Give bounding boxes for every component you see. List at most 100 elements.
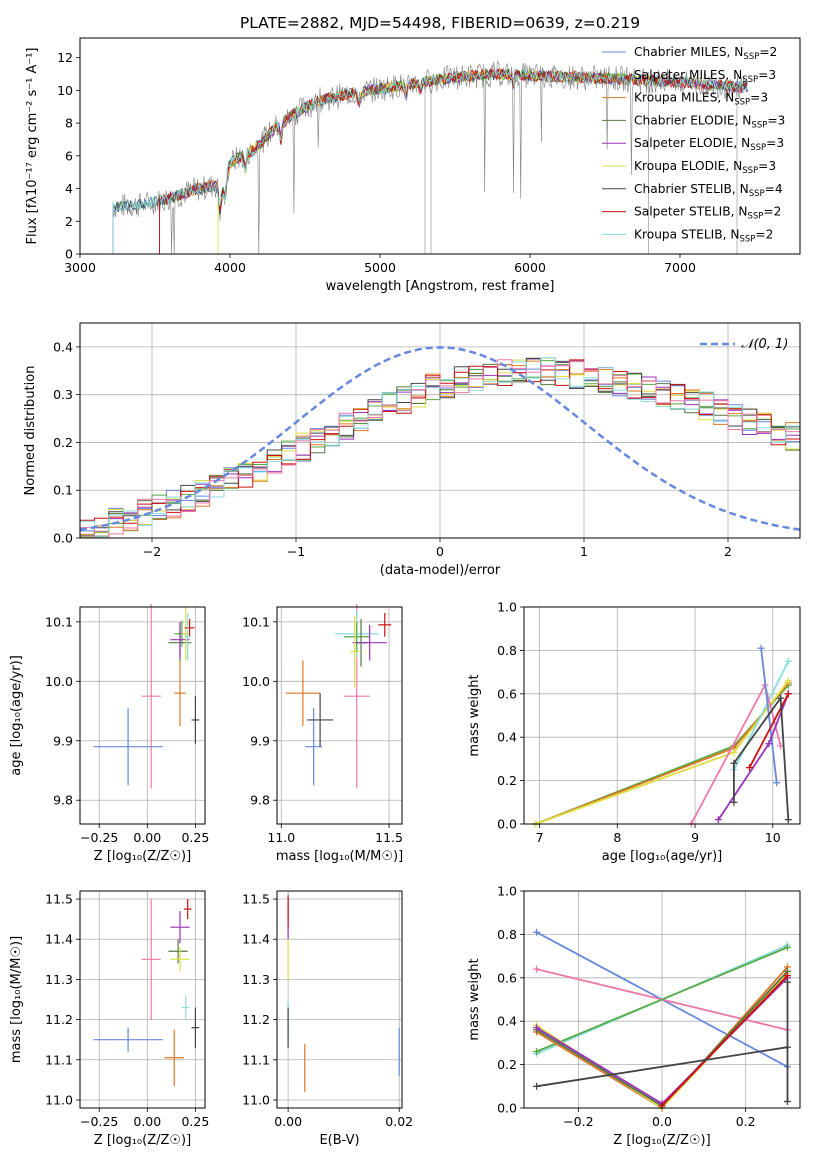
y-tick-label: 0.1: [53, 483, 73, 498]
y-tick-label: 10.1: [242, 614, 270, 629]
y-tick-label: 9.8: [250, 793, 270, 808]
x-axis-label: mass [log₁₀(M/M☉)]: [276, 849, 403, 864]
normal-curve: [79, 346, 801, 531]
y-axis-label: age [log₁₀(age/yr)]: [9, 655, 24, 776]
x-tick-label: 8: [613, 830, 621, 845]
x-tick-label: 7: [536, 830, 544, 845]
x-axis-label: E(B-V): [319, 1133, 359, 1148]
mass-weight-vs-metallicity-panel: −0.2 0.0 0.2 0.0 0.2 0.4 0.6 0.8 1.0 Z [log₁₀(Z/Z…: [467, 884, 801, 1148]
legend-entry: Salpeter ELODIE, NSSP=3: [634, 136, 784, 153]
x-tick-label: 0.25: [181, 830, 209, 845]
x-tick-label: 7000: [664, 260, 696, 275]
legend-entry: 𝒩(0, 1): [741, 337, 788, 352]
x-tick-label: 0.00: [274, 1114, 302, 1129]
y-axis-label: mass weight: [467, 674, 482, 756]
y-tick-label: 10.0: [45, 674, 73, 689]
mass-vs-ebv-panel: 0.00 0.02 11.0 11.1 11.2 11.3 11.4 11.5 E(B-V): [242, 890, 413, 1148]
y-tick-label: 11.1: [242, 1052, 270, 1067]
weight-line: [661, 974, 789, 1107]
x-tick-label: 0.00: [133, 830, 161, 845]
x-axis-label: Z [log₁₀(Z/Z☉)]: [94, 1133, 191, 1148]
y-tick-label: 0.8: [497, 927, 517, 942]
y-tick-label: 0.4: [53, 339, 73, 354]
x-tick-label: 5000: [364, 260, 396, 275]
x-tick-label: 1: [580, 544, 588, 559]
y-tick-label: 0.2: [53, 435, 73, 450]
y-axis-label: mass [log₁₀(M/M☉)]: [9, 936, 24, 1063]
y-tick-label: 0.8: [497, 643, 517, 658]
weight-line: [536, 982, 789, 1102]
x-tick-label: 0.00: [133, 1114, 161, 1129]
y-tick-label: 9.8: [53, 793, 73, 808]
x-tick-label: 10: [765, 830, 781, 845]
x-axis-label: wavelength [Angstrom, rest frame]: [326, 279, 555, 294]
y-tick-label: 11.4: [45, 932, 73, 947]
y-tick-label: 9.9: [250, 733, 270, 748]
model-spectrum-line: [112, 68, 748, 254]
y-tick-label: 0.2: [497, 773, 517, 788]
x-tick-label: 11.0: [267, 830, 295, 845]
age-vs-metallicity-panel: −0.25 0.00 0.25 9.8 9.9 10.0 10.1 Z [log₁₀(Z/Z☉…: [9, 604, 209, 864]
x-tick-label: 6000: [514, 260, 546, 275]
y-axis-label: mass weight: [467, 958, 482, 1040]
weight-line: [536, 946, 788, 1053]
axes-frame: [79, 606, 206, 825]
y-tick-label: 8: [65, 116, 73, 131]
x-tick-label: 0.02: [385, 1114, 413, 1129]
x-tick-label: −0.25: [80, 1114, 118, 1129]
x-tick-label: −2: [143, 544, 161, 559]
y-tick-label: 0.6: [497, 686, 517, 701]
axes-frame: [79, 322, 801, 539]
axes-frame: [79, 890, 206, 1109]
x-axis-label: (data-model)/error: [380, 563, 501, 578]
y-tick-label: 1.0: [497, 884, 517, 899]
histogram-step: [80, 359, 800, 538]
x-tick-label: 11.5: [375, 830, 403, 845]
legend-entry: Salpeter STELIB, NSSP=2: [634, 205, 781, 222]
legend-entry: Chabrier MILES, NSSP=2: [634, 45, 777, 62]
histogram-step: [80, 357, 800, 538]
y-tick-label: 9.9: [53, 733, 73, 748]
y-tick-label: 0.0: [497, 1101, 517, 1116]
x-axis-label: Z [log₁₀(Z/Z☉)]: [613, 1133, 710, 1148]
y-tick-label: 11.3: [45, 972, 73, 987]
x-axis-label: age [log₁₀(age/yr)]: [602, 849, 723, 864]
legend-entry: Kroupa STELIB, NSSP=2: [634, 227, 773, 244]
y-axis-label: Normed distribution: [23, 366, 38, 496]
y-tick-label: 4: [65, 181, 73, 196]
y-tick-label: 6: [65, 148, 73, 163]
histogram-step: [80, 358, 800, 538]
legend-entry: Chabrier STELIB, NSSP=4: [634, 182, 783, 199]
y-tick-label: 12: [57, 50, 73, 65]
y-tick-label: 0.0: [497, 817, 517, 832]
x-axis-label: Z [log₁₀(Z/Z☉)]: [94, 849, 191, 864]
x-tick-label: 0.2: [736, 1114, 756, 1129]
y-tick-label: 0: [65, 247, 73, 262]
weight-line: [733, 695, 790, 820]
x-tick-label: 0: [436, 544, 444, 559]
spectrum-panel: 3000 4000 5000 6000 7000 0 2 4 6 8 10 12 wavelength …: [25, 37, 801, 294]
y-tick-label: 11.5: [242, 892, 270, 907]
axes-frame: [276, 606, 403, 825]
axes-frame: [79, 37, 801, 255]
y-tick-label: 11.5: [45, 892, 73, 907]
y-tick-label: 11.0: [242, 1092, 270, 1107]
x-tick-label: −0.2: [563, 1114, 593, 1129]
legend-entry: Chabrier ELODIE, NSSP=3: [634, 113, 785, 130]
y-tick-label: 11.1: [45, 1052, 73, 1067]
y-tick-label: 2: [65, 214, 73, 229]
x-tick-label: 9: [691, 830, 699, 845]
legend-entry: Kroupa MILES, NSSP=3: [634, 91, 768, 108]
x-tick-label: 2: [724, 544, 732, 559]
x-tick-label: 0.25: [181, 1114, 209, 1129]
y-tick-label: 11.2: [45, 1012, 73, 1027]
figure-title: PLATE=2882, MJD=54498, FIBERID=0639, z=0…: [240, 14, 640, 32]
mass-weight-vs-age-panel: 7 8 9 10 0.0 0.2 0.4 0.6 0.8 1.0 age [log₁₀(age/yr…: [467, 600, 801, 864]
y-tick-label: 0.6: [497, 970, 517, 985]
legend-entry: Kroupa ELODIE, NSSP=3: [634, 159, 776, 176]
y-tick-label: 1.0: [497, 600, 517, 615]
axes-frame: [523, 890, 801, 1109]
residual-histogram-panel: −2 −1 0 1 2 0.0 0.1 0.2 0.3 0.4 (data-model)/error…: [23, 322, 801, 578]
y-tick-label: 10.1: [45, 614, 73, 629]
